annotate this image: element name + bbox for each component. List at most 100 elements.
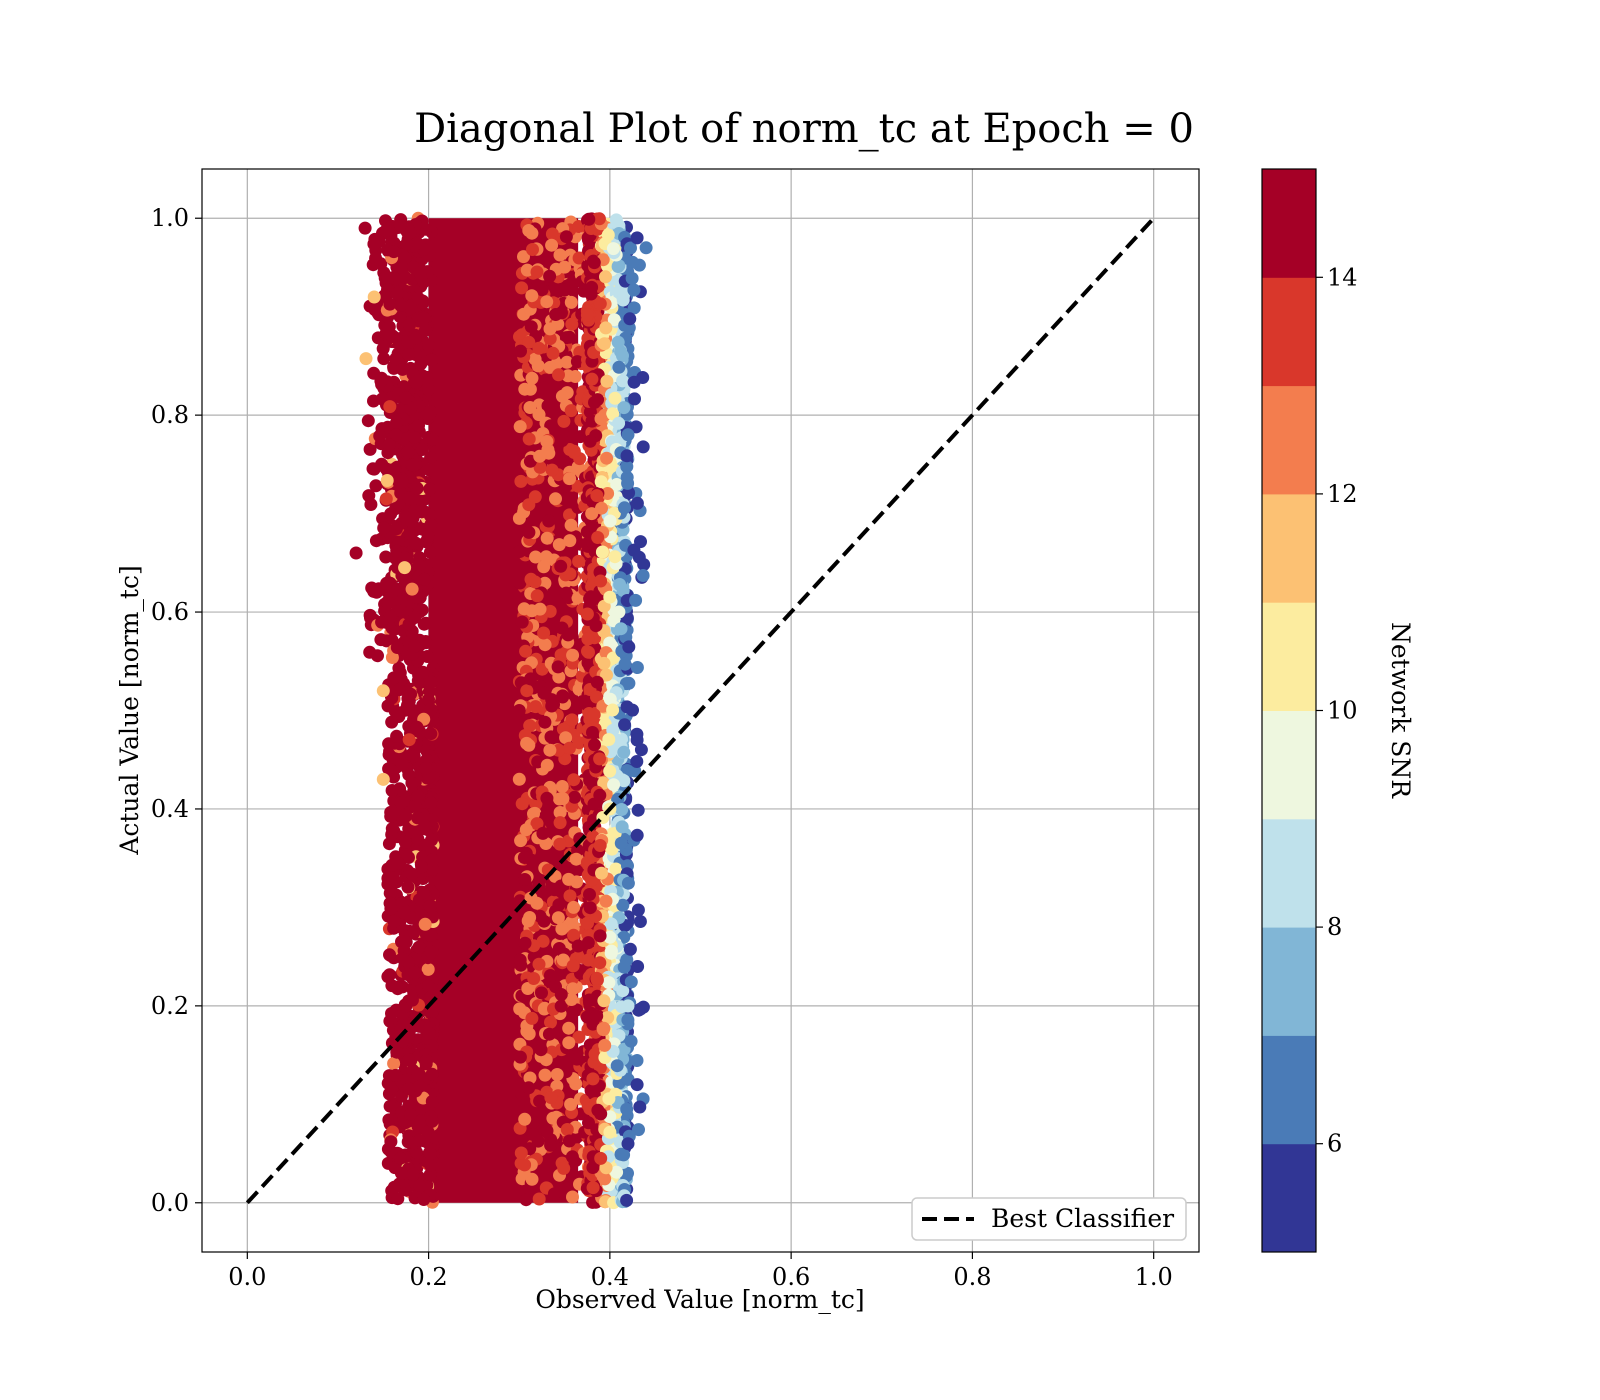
scatter-point	[424, 727, 438, 741]
scatter-point	[404, 825, 418, 839]
scatter-point	[530, 265, 544, 279]
scatter-point	[587, 708, 601, 722]
scatter-point	[622, 640, 636, 654]
scatter-point	[610, 1165, 624, 1179]
scatter-point	[513, 576, 527, 590]
scatter-point	[391, 1192, 405, 1206]
scatter-point	[585, 372, 599, 386]
scatter-point	[513, 420, 527, 434]
scatter-point	[389, 352, 403, 366]
scatter-point	[413, 1080, 426, 1093]
scatter-point	[538, 638, 552, 652]
scatter-point	[532, 957, 546, 971]
scatter-point	[527, 972, 541, 985]
scatter-point	[383, 297, 397, 311]
scatter-points	[349, 211, 653, 1210]
scatter-point	[551, 660, 565, 674]
scatter-point	[409, 376, 423, 389]
scatter-point	[561, 628, 575, 642]
scatter-point	[639, 241, 653, 255]
scatter-point	[584, 287, 598, 301]
scatter-point	[550, 1068, 564, 1081]
scatter-point	[545, 699, 559, 713]
scatter-point	[617, 745, 631, 759]
scatter-point	[408, 966, 422, 980]
scatter-point	[603, 930, 617, 944]
scatter-point	[562, 741, 576, 755]
scatter-point	[543, 322, 557, 336]
x-axis-ticks: 0.0 0.2 0.4 0.6 0.8 1.0	[228, 1252, 1173, 1291]
scatter-point	[606, 703, 620, 717]
scatter-point	[530, 896, 544, 910]
scatter-point	[559, 731, 573, 745]
scatter-point	[385, 651, 399, 664]
y-tick-label: 0.8	[151, 401, 189, 429]
scatter-point	[568, 790, 582, 804]
scatter-point	[407, 749, 421, 763]
scatter-point	[412, 419, 425, 433]
x-tick-label: 0.8	[953, 1263, 991, 1291]
scatter-point	[537, 686, 551, 700]
colorbar-tick-label: 10	[1327, 697, 1358, 725]
colorbar-bin	[1262, 927, 1316, 1036]
scatter-point	[535, 986, 548, 1000]
scatter-point	[590, 1009, 604, 1023]
y-tick-label: 1.0	[151, 204, 189, 232]
scatter-point	[394, 796, 408, 810]
scatter-point	[572, 1030, 586, 1044]
scatter-point	[610, 1059, 624, 1073]
scatter-point	[527, 807, 540, 821]
scatter-point	[621, 428, 635, 442]
scatter-point	[524, 672, 538, 686]
scatter-point	[419, 1057, 433, 1071]
scatter-point	[413, 1019, 426, 1033]
scatter-point	[630, 755, 644, 768]
scatter-point	[384, 507, 398, 521]
scatter-point	[626, 703, 639, 717]
scatter-point	[562, 1134, 576, 1148]
scatter-point	[410, 236, 424, 250]
scatter-point	[583, 901, 597, 915]
scatter-point	[597, 337, 611, 351]
scatter-point	[591, 393, 605, 407]
scatter-point	[631, 903, 645, 917]
scatter-point	[390, 287, 404, 300]
scatter-point	[407, 926, 421, 940]
legend-label: Best Classifier	[991, 1204, 1174, 1233]
legend-box	[911, 1197, 1187, 1241]
scatter-point	[423, 545, 437, 559]
scatter-point	[627, 375, 641, 389]
scatter-point	[570, 1003, 584, 1017]
scatter-point	[566, 982, 580, 996]
scatter-point	[556, 689, 570, 703]
scatter-point	[533, 449, 547, 463]
scatter-point	[421, 408, 435, 422]
scatter-point	[398, 561, 412, 575]
scatter-point	[603, 514, 617, 528]
scatter-point	[616, 984, 630, 998]
scatter-point	[616, 898, 630, 912]
scatter-point	[553, 837, 567, 851]
scatter-point	[413, 266, 427, 280]
colorbar-tick-label: 6	[1327, 1130, 1342, 1158]
scatter-point	[553, 248, 567, 262]
scatter-point	[421, 530, 435, 543]
scatter-point	[383, 400, 397, 414]
scatter-point	[403, 225, 417, 239]
scatter-point	[593, 839, 607, 852]
scatter-point	[585, 507, 599, 521]
scatter-point	[546, 346, 560, 360]
scatter-point	[424, 675, 438, 689]
scatter-point	[379, 224, 393, 238]
colorbar-bin	[1262, 602, 1316, 711]
scatter-point	[563, 330, 576, 344]
scatter-point	[543, 969, 557, 982]
colorbar-bin	[1262, 385, 1316, 495]
scatter-point	[375, 615, 389, 629]
scatter-point	[590, 971, 604, 985]
scatter-point	[519, 644, 533, 658]
scatter-point	[366, 462, 380, 476]
scatter-point	[417, 617, 431, 631]
scatter-point	[359, 352, 373, 366]
scatter-point	[514, 474, 528, 488]
